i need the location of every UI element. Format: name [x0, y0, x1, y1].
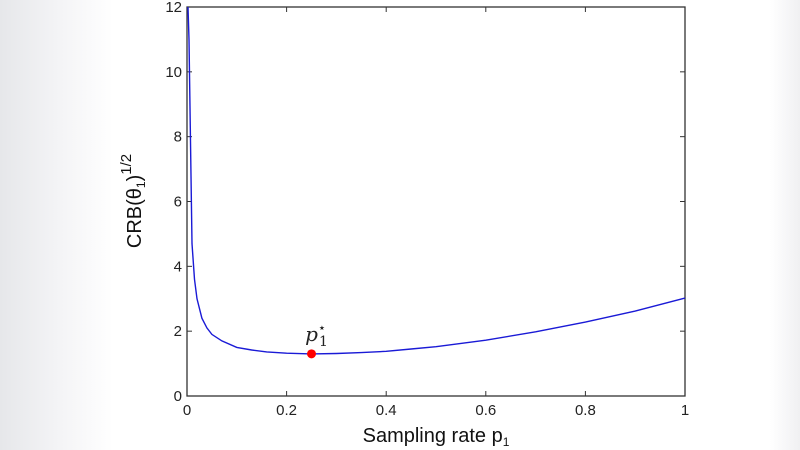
y-tick-label: 8 [174, 129, 182, 146]
x-axis-label: Sampling rate p1 [363, 425, 510, 449]
x-tick-label: 0 [183, 402, 191, 419]
y-tick-label: 12 [165, 0, 182, 16]
x-tick-label: 0.4 [376, 402, 397, 419]
y-axis-label: CRB(θ1)1/2 [118, 154, 148, 248]
y-tick-label: 10 [165, 64, 182, 81]
x-tick-label: 0.8 [575, 402, 596, 419]
x-tick-label: 0.6 [475, 402, 496, 419]
x-tick-label: 1 [681, 402, 689, 419]
y-tick-label: 2 [174, 323, 182, 340]
y-tick-label: 0 [174, 388, 182, 405]
y-tick-label: 6 [174, 194, 182, 211]
marker-label: p⋆ 1 [305, 321, 328, 350]
y-tick-label: 4 [174, 258, 182, 275]
plot-area [186, 6, 686, 397]
series-line [187, 6, 686, 355]
x-tick-label: 0.2 [276, 402, 297, 419]
optimum-marker [307, 349, 316, 359]
